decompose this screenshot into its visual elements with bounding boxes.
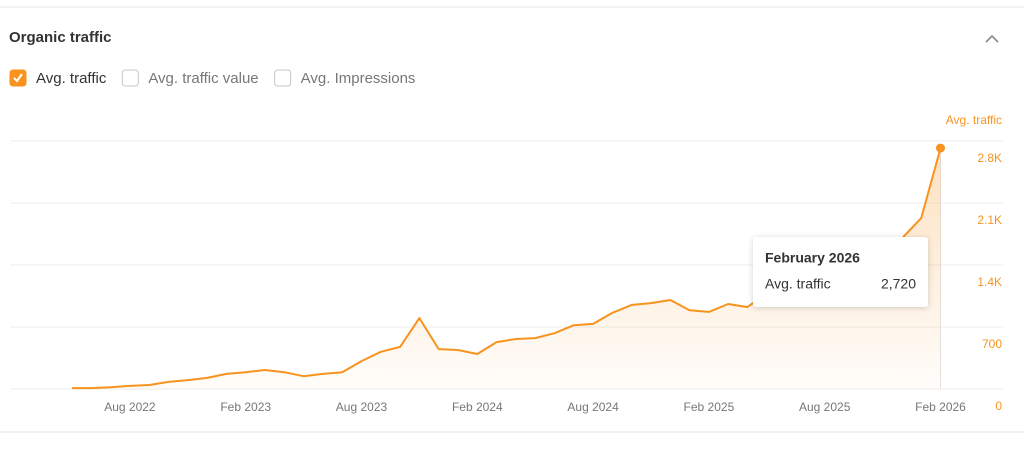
checkbox-label[interactable]: Avg. traffic xyxy=(36,70,107,87)
checkbox-label[interactable]: Avg. traffic value xyxy=(148,70,258,87)
x-tick-label: Feb 2023 xyxy=(220,400,271,414)
hover-point xyxy=(936,143,945,153)
tooltip-title: February 2026 xyxy=(765,250,860,266)
x-tick-label: Aug 2022 xyxy=(104,400,156,414)
tooltip-value: 2,720 xyxy=(881,276,916,292)
y-axis-title: Avg. traffic xyxy=(946,113,1002,127)
y-tick-label: 0 xyxy=(995,399,1002,413)
x-tick-label: Feb 2026 xyxy=(915,400,966,414)
tooltip xyxy=(753,237,928,307)
x-tick-label: Feb 2024 xyxy=(452,400,503,414)
y-tick-label: 700 xyxy=(982,337,1002,351)
checkmark xyxy=(13,73,23,83)
x-tick-label: Aug 2025 xyxy=(799,400,851,414)
tooltip-series: Avg. traffic xyxy=(765,276,831,292)
panel-title: Organic traffic xyxy=(9,29,112,46)
area xyxy=(72,148,941,389)
y-tick-label: 2.8K xyxy=(977,151,1002,165)
y-tick-label: 1.4K xyxy=(977,275,1002,289)
x-tick-label: Aug 2023 xyxy=(336,400,388,414)
x-tick-label: Feb 2025 xyxy=(684,400,735,414)
x-tick-label: Aug 2024 xyxy=(567,400,619,414)
collapse-button[interactable] xyxy=(985,34,999,43)
checkbox-label[interactable]: Avg. Impressions xyxy=(301,70,416,87)
checkbox[interactable] xyxy=(274,69,292,87)
y-tick-label: 2.1K xyxy=(977,213,1002,227)
checkbox[interactable] xyxy=(121,69,139,87)
